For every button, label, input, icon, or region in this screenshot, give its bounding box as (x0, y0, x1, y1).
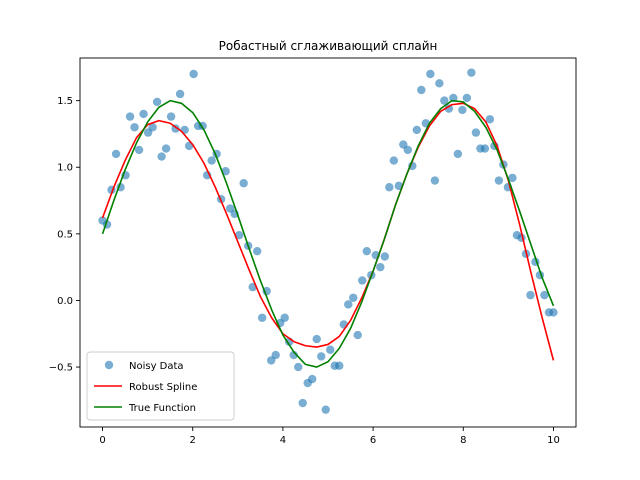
data-point (430, 176, 440, 185)
data-point (549, 308, 558, 317)
y-tick-label: 1.5 (57, 96, 73, 107)
data-point (111, 149, 121, 159)
data-point (376, 262, 385, 272)
data-point (180, 125, 189, 135)
x-tick-label: 0 (99, 435, 105, 446)
data-point (449, 93, 458, 103)
data-point (317, 352, 326, 361)
data-point (207, 156, 216, 165)
data-point (403, 145, 413, 155)
data-point (308, 374, 317, 384)
legend-label-noisy-data: Noisy Data (129, 361, 184, 372)
data-point (380, 252, 390, 261)
data-point (458, 105, 467, 115)
data-point (485, 115, 495, 124)
data-point (312, 334, 321, 344)
data-point (526, 290, 535, 300)
axes-frame (79, 57, 577, 428)
data-point (253, 246, 262, 256)
data-point (467, 68, 476, 77)
plot-area (98, 68, 558, 414)
data-point (358, 276, 367, 285)
legend-label-robust-spline: Robust Spline (129, 382, 197, 393)
x-tick-label: 4 (280, 435, 286, 446)
chart-title: Робастный сглаживающий сплайн (219, 39, 438, 53)
robust-spline-line (101, 102, 555, 361)
legend-marker-noisy-data (104, 360, 114, 370)
data-point (157, 152, 166, 161)
data-point (435, 79, 444, 88)
data-point (148, 123, 157, 132)
data-point (362, 246, 371, 256)
y-tick-label: 0.5 (57, 229, 73, 240)
data-point (134, 145, 144, 155)
y-tick-label: 1.0 (57, 163, 73, 174)
data-point (426, 69, 435, 79)
data-point (139, 109, 148, 119)
data-point (326, 345, 335, 354)
data-point (271, 350, 280, 360)
data-point (494, 176, 504, 185)
data-point (353, 330, 362, 340)
true-function-line (101, 99, 555, 368)
y-tick-label: 0.0 (57, 296, 73, 307)
data-point (480, 144, 490, 153)
y-tick-label: −0.5 (49, 363, 73, 374)
x-tick-label: 10 (547, 435, 560, 446)
data-point (321, 405, 330, 414)
data-point (280, 313, 289, 322)
data-point (298, 398, 307, 408)
legend: Noisy Data Robust Spline True Function (86, 351, 235, 421)
data-point (239, 179, 248, 188)
data-point (125, 112, 135, 121)
legend-box (86, 351, 235, 421)
data-point (385, 183, 394, 192)
data-point (471, 128, 481, 137)
data-point (335, 361, 344, 370)
data-point (540, 290, 549, 300)
data-point (189, 69, 198, 79)
data-point (453, 149, 463, 159)
data-point (349, 293, 358, 302)
data-point (234, 230, 244, 240)
axes: 0 2 4 6 8 10 −0.5 0.0 0.5 1.0 1.5 (49, 57, 577, 446)
data-point (508, 173, 517, 183)
data-point (412, 125, 422, 135)
data-point (444, 104, 454, 113)
x-tick-label: 2 (190, 435, 196, 446)
data-point (440, 96, 449, 105)
x-tick-label: 6 (370, 435, 376, 446)
data-point (417, 85, 426, 95)
data-point (389, 156, 399, 165)
data-point (294, 362, 303, 372)
data-point (339, 320, 348, 329)
data-point (166, 112, 176, 121)
data-point (344, 300, 353, 309)
data-point (130, 123, 139, 132)
data-point (257, 313, 267, 322)
data-point (462, 93, 472, 103)
data-point (175, 89, 185, 99)
data-point (152, 97, 162, 107)
x-tick-label: 8 (460, 435, 466, 446)
legend-label-true-function: True Function (128, 403, 196, 414)
data-point (289, 350, 298, 360)
data-point (161, 144, 171, 153)
